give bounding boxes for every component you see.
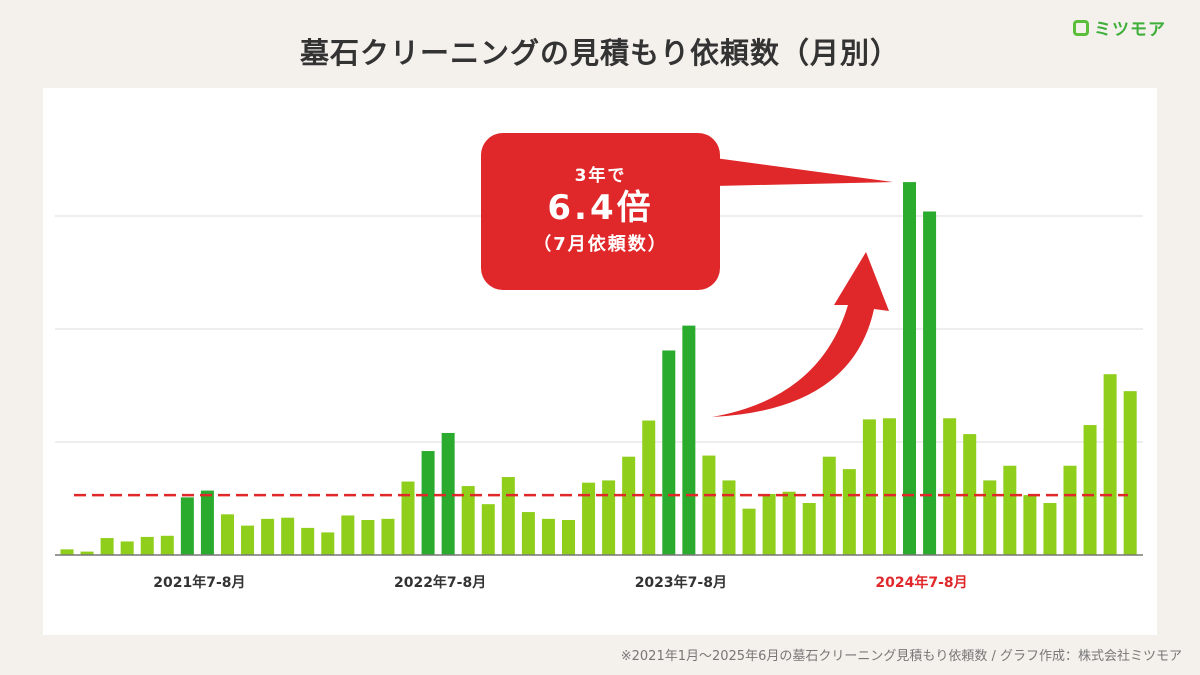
bar-2021-04 [120,541,134,555]
bar-2024-03 [822,456,836,555]
logo-icon [1073,19,1089,36]
bar-2021-03 [100,538,114,555]
bar-2023-10 [722,480,736,555]
bar-2021-06 [160,535,174,555]
bar-2023-12 [762,493,776,555]
bar-2023-04 [602,480,616,555]
bar-2024-10 [963,434,977,555]
bar-2022-05 [381,518,395,555]
callout-box: 3年で 6.4倍 （7月依頼数） [481,133,720,290]
bar-2024-12 [1003,465,1017,555]
bar-2023-07 [662,350,676,555]
bar-2024-05 [862,419,876,555]
bar-2022-01 [301,527,315,555]
bar-2025-04 [1083,425,1097,555]
bar-2022-12 [521,512,535,555]
bar-2021-12 [281,517,295,555]
bar-2021-05 [140,536,154,555]
bar-2021-01 [60,549,74,555]
bar-2021-11 [261,518,275,555]
chart-title: 墓石クリーニングの見積もり依頼数（月別） [299,36,900,70]
logo: ミツモア [1073,15,1166,40]
x-tick-label: 2022年7-8月 [394,574,486,591]
bar-2023-11 [742,508,756,555]
bar-2024-08 [923,211,937,556]
bar-2023-01 [541,518,555,555]
bar-2021-02 [80,551,94,555]
bar-2022-07 [421,451,435,555]
bar-2023-08 [682,325,696,555]
bar-2023-02 [562,519,575,555]
bar-2024-07 [903,182,917,555]
x-tick-label: 2023年7-8月 [635,574,727,591]
callout-line1: 3年で [574,166,627,186]
bar-2022-10 [481,504,495,555]
bar-2024-02 [802,503,816,555]
bar-2022-04 [361,519,375,555]
bar-2021-10 [241,525,255,555]
up-arrow-icon [712,252,889,417]
bar-2021-09 [220,514,234,555]
bar-2025-06 [1123,391,1137,555]
bar-2024-11 [983,480,997,555]
callout-line3: （7月依頼数） [533,234,668,255]
bar-2025-05 [1103,374,1117,555]
bar-2022-06 [401,481,415,555]
bar-2022-03 [341,515,355,555]
bar-2023-05 [622,456,636,555]
bar-2021-07 [180,497,194,555]
bar-2024-09 [943,418,957,555]
bar-2022-02 [321,532,335,555]
bar-2025-03 [1063,465,1077,555]
bar-2022-08 [441,432,455,555]
footnote: ※2021年1月〜2025年6月の墓石クリーニング見積もり依頼数 / グラフ作成… [620,649,1182,664]
bar-2021-08 [200,490,214,555]
bar-2022-09 [461,486,475,555]
bar-2024-06 [882,418,896,555]
callout-pointer [715,158,893,186]
x-tick-label: 2024年7-8月 [875,574,967,591]
bar-2024-01 [782,491,796,555]
bar-2023-03 [582,482,596,555]
callout-line2: 6.4倍 [547,188,654,228]
x-tick-label: 2021年7-8月 [153,574,245,591]
bar-2023-06 [642,420,656,555]
logo-text: ミツモア [1094,20,1166,40]
bar-2025-01 [1023,495,1037,555]
bar-2024-04 [842,469,856,555]
bar-2022-11 [501,477,515,555]
bar-2023-09 [702,455,716,555]
bar-2025-02 [1043,503,1057,555]
